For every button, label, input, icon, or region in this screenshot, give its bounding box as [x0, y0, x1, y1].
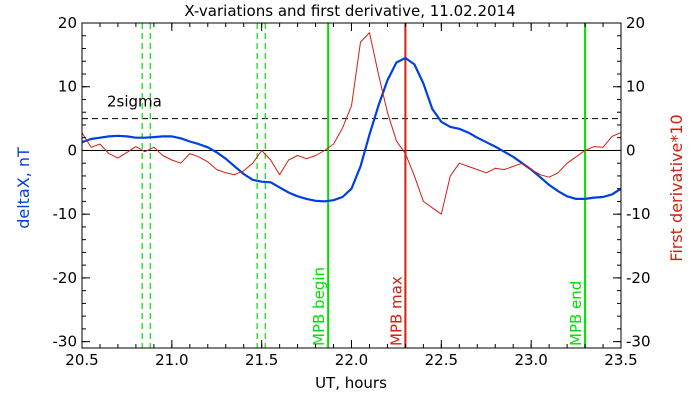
y-tick-label-left: -20	[53, 269, 78, 287]
x-tick-label: 22.0	[335, 351, 368, 369]
x-tick-label: 22.5	[425, 351, 458, 369]
y-tick-label-right: 10	[626, 78, 645, 96]
x-axis-label: UT, hours	[315, 374, 387, 392]
mpb-begin-label: MPB begin	[310, 267, 328, 346]
mpb-end-label: MPB end	[567, 281, 585, 346]
y-axis-label-right: First derivative*10	[667, 114, 686, 261]
mpb-max-label: MPB max	[387, 276, 405, 346]
y-axis-label-left: deltaX, nT	[14, 147, 33, 229]
x-tick-label: 21.5	[245, 351, 278, 369]
y-tick-label-right: -20	[626, 269, 651, 287]
y-tick-label-left: -30	[53, 333, 78, 351]
x-tick-label: 20.5	[65, 351, 98, 369]
chart-title: X-variations and first derivative, 11.02…	[184, 2, 515, 20]
x-tick-label: 23.5	[604, 351, 637, 369]
y-tick-label-left: 20	[58, 14, 77, 32]
y-tick-label-right: -10	[626, 205, 651, 223]
x-tick-label: 21.0	[155, 351, 188, 369]
derivative-series-line	[81, 32, 622, 215]
two-sigma-label: 2sigma	[107, 93, 162, 111]
x-tick-label: 23.0	[514, 351, 547, 369]
axis-ticks	[81, 22, 622, 348]
y-tick-label-left: 10	[58, 78, 77, 96]
y-tick-label-right: 20	[626, 14, 645, 32]
y-tick-label-left: -10	[53, 205, 78, 223]
tick-labels: 20.5 21.0 21.5 22.0 22.5 23.0 23.5 20 20 10 10 0 0 -1…	[53, 14, 651, 369]
y-tick-label-left: 0	[67, 141, 77, 159]
y-tick-label-right: -30	[626, 333, 651, 351]
plot-area: MPB begin MPB max MPB end	[81, 23, 622, 348]
y-tick-label-right: 0	[626, 141, 636, 159]
